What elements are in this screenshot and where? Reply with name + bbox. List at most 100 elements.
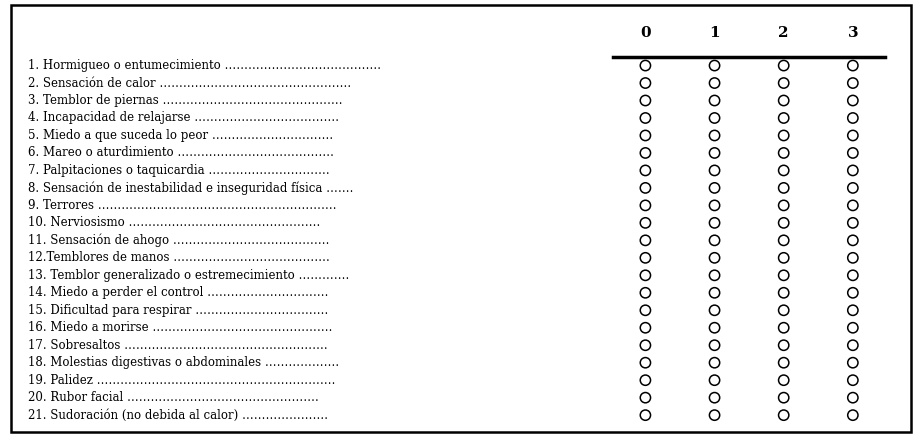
Point <box>638 97 653 104</box>
Point <box>707 132 722 139</box>
Point <box>707 359 722 366</box>
Point <box>776 324 791 331</box>
Text: 16. Miedo a morirse ……………………………………….: 16. Miedo a morirse ………………………………………. <box>28 321 332 334</box>
Text: 0: 0 <box>640 26 651 40</box>
Point <box>707 97 722 104</box>
Point <box>845 237 860 244</box>
Point <box>845 149 860 156</box>
Point <box>776 342 791 349</box>
Point <box>638 167 653 174</box>
Text: 2: 2 <box>778 26 789 40</box>
Point <box>707 237 722 244</box>
Point <box>638 237 653 244</box>
Point <box>845 324 860 331</box>
Point <box>707 412 722 419</box>
Point <box>776 167 791 174</box>
Text: 21. Sudoración (no debida al calor) ………………….: 21. Sudoración (no debida al calor) …………… <box>28 409 327 422</box>
Point <box>776 114 791 121</box>
Point <box>845 394 860 401</box>
Point <box>638 62 653 69</box>
Text: 8. Sensación de inestabilidad e inseguridad física …….: 8. Sensación de inestabilidad e inseguri… <box>28 181 353 194</box>
Point <box>845 377 860 384</box>
Text: 6. Mareo o aturdimiento ………………………………….: 6. Mareo o aturdimiento …………………………………. <box>28 146 334 160</box>
Text: 3: 3 <box>847 26 858 40</box>
Text: 4. Incapacidad de relajarse ……………………………….: 4. Incapacidad de relajarse ………………………………… <box>28 111 338 125</box>
Point <box>638 289 653 296</box>
Point <box>638 324 653 331</box>
Point <box>707 184 722 191</box>
Point <box>845 97 860 104</box>
Point <box>707 80 722 87</box>
Point <box>845 184 860 191</box>
Point <box>638 272 653 279</box>
Text: 10. Nerviosismo ………………………………………….: 10. Nerviosismo …………………………………………. <box>28 216 320 229</box>
Text: 20. Rubor facial ………………………………………….: 20. Rubor facial …………………………………………. <box>28 391 318 404</box>
Point <box>845 307 860 314</box>
Point <box>638 394 653 401</box>
Point <box>707 149 722 156</box>
Point <box>638 132 653 139</box>
Text: 19. Palidez …………………………………………………….: 19. Palidez ……………………………………………………. <box>28 374 335 387</box>
Point <box>776 132 791 139</box>
Text: 3. Temblor de piernas ……………………………………….: 3. Temblor de piernas ………………………………………. <box>28 94 342 107</box>
Point <box>845 80 860 87</box>
Point <box>638 80 653 87</box>
Point <box>776 237 791 244</box>
Text: 2. Sensación de calor ………………………………………….: 2. Sensación de calor …………………………………………. <box>28 76 350 90</box>
Point <box>776 184 791 191</box>
Point <box>707 289 722 296</box>
Text: 1. Hormigueo o entumecimiento ………………………………….: 1. Hormigueo o entumecimiento …………………………… <box>28 59 381 72</box>
Point <box>707 324 722 331</box>
Point <box>707 202 722 209</box>
Point <box>638 149 653 156</box>
Point <box>707 394 722 401</box>
Text: 9. Terrores …………………………………………………….: 9. Terrores ……………………………………………………. <box>28 199 337 212</box>
Point <box>638 219 653 226</box>
Point <box>638 184 653 191</box>
Point <box>776 62 791 69</box>
Point <box>845 62 860 69</box>
Point <box>638 359 653 366</box>
Text: 5. Miedo a que suceda lo peor ………………………….: 5. Miedo a que suceda lo peor …………………………… <box>28 129 333 142</box>
Point <box>707 219 722 226</box>
Point <box>776 254 791 261</box>
Text: 12.Temblores de manos ………………………………….: 12.Temblores de manos …………………………………. <box>28 251 329 264</box>
Point <box>845 272 860 279</box>
Point <box>845 132 860 139</box>
Text: 11. Sensación de ahogo ………………………………….: 11. Sensación de ahogo …………………………………. <box>28 234 329 247</box>
Point <box>707 167 722 174</box>
Point <box>845 219 860 226</box>
Point <box>707 62 722 69</box>
Text: 13. Temblor generalizado o estremecimiento ………….: 13. Temblor generalizado o estremecimien… <box>28 269 349 282</box>
Point <box>776 97 791 104</box>
Point <box>638 307 653 314</box>
Point <box>776 80 791 87</box>
Point <box>845 114 860 121</box>
Point <box>707 272 722 279</box>
Point <box>776 412 791 419</box>
Point <box>638 254 653 261</box>
Text: 15. Dificultad para respirar …………………………….: 15. Dificultad para respirar ……………………………… <box>28 304 328 317</box>
Point <box>638 412 653 419</box>
Point <box>776 394 791 401</box>
Point <box>638 377 653 384</box>
Point <box>776 219 791 226</box>
Point <box>707 114 722 121</box>
Point <box>776 272 791 279</box>
Point <box>776 289 791 296</box>
Point <box>776 307 791 314</box>
Point <box>845 412 860 419</box>
Point <box>707 307 722 314</box>
Point <box>845 359 860 366</box>
Point <box>638 114 653 121</box>
Point <box>707 342 722 349</box>
Point <box>845 167 860 174</box>
Point <box>638 342 653 349</box>
Text: 7. Palpitaciones o taquicardia ………………………….: 7. Palpitaciones o taquicardia ………………………… <box>28 164 329 177</box>
Text: 14. Miedo a perder el control ………………………….: 14. Miedo a perder el control …………………………… <box>28 286 328 299</box>
Point <box>845 342 860 349</box>
Point <box>776 359 791 366</box>
Point <box>707 377 722 384</box>
Point <box>845 289 860 296</box>
Text: 1: 1 <box>709 26 720 40</box>
